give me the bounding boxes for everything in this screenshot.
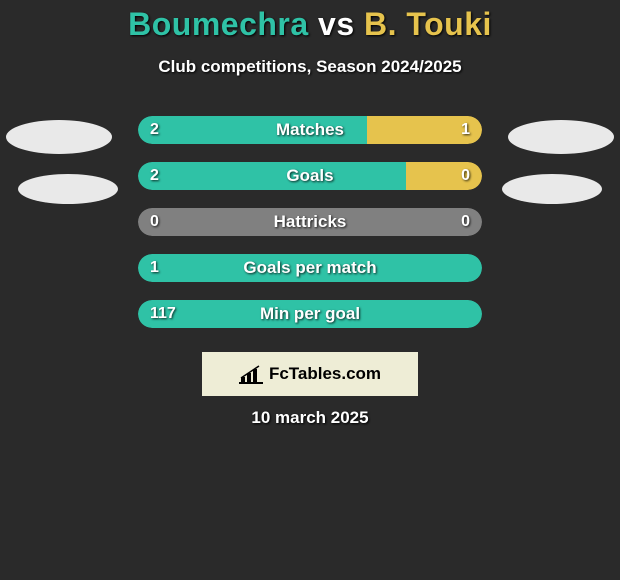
title: Boumechra vs B. Touki [0,6,620,43]
stat-bar-right [406,162,482,190]
stat-bar-left [138,162,406,190]
subtitle: Club competitions, Season 2024/2025 [0,57,620,77]
stat-rows: Matches21Goals20Hattricks00Goals per mat… [0,107,620,337]
brand-text: FcTables.com [269,364,381,384]
stat-row: Goals20 [0,153,620,199]
brand-box[interactable]: FcTables.com [202,352,418,396]
stat-bar-right [367,116,482,144]
stat-bar-left [138,116,367,144]
comparison-card: Boumechra vs B. Touki Club competitions,… [0,0,620,580]
stat-bar-left [138,254,482,282]
stat-row: Hattricks00 [0,199,620,245]
player2-name: B. Touki [364,6,492,42]
stat-bar-track [138,208,482,236]
stat-row: Matches21 [0,107,620,153]
stat-bar-track [138,162,482,190]
stat-row: Goals per match1 [0,245,620,291]
stat-bar-track [138,116,482,144]
stat-row: Min per goal117 [0,291,620,337]
bar-chart-icon [239,363,263,385]
player1-name: Boumechra [128,6,309,42]
stat-bar-track [138,300,482,328]
date-label: 10 march 2025 [0,408,620,428]
stat-bar-neutral [138,208,482,236]
vs-label: vs [318,6,355,42]
stat-bar-track [138,254,482,282]
stat-bar-left [138,300,482,328]
